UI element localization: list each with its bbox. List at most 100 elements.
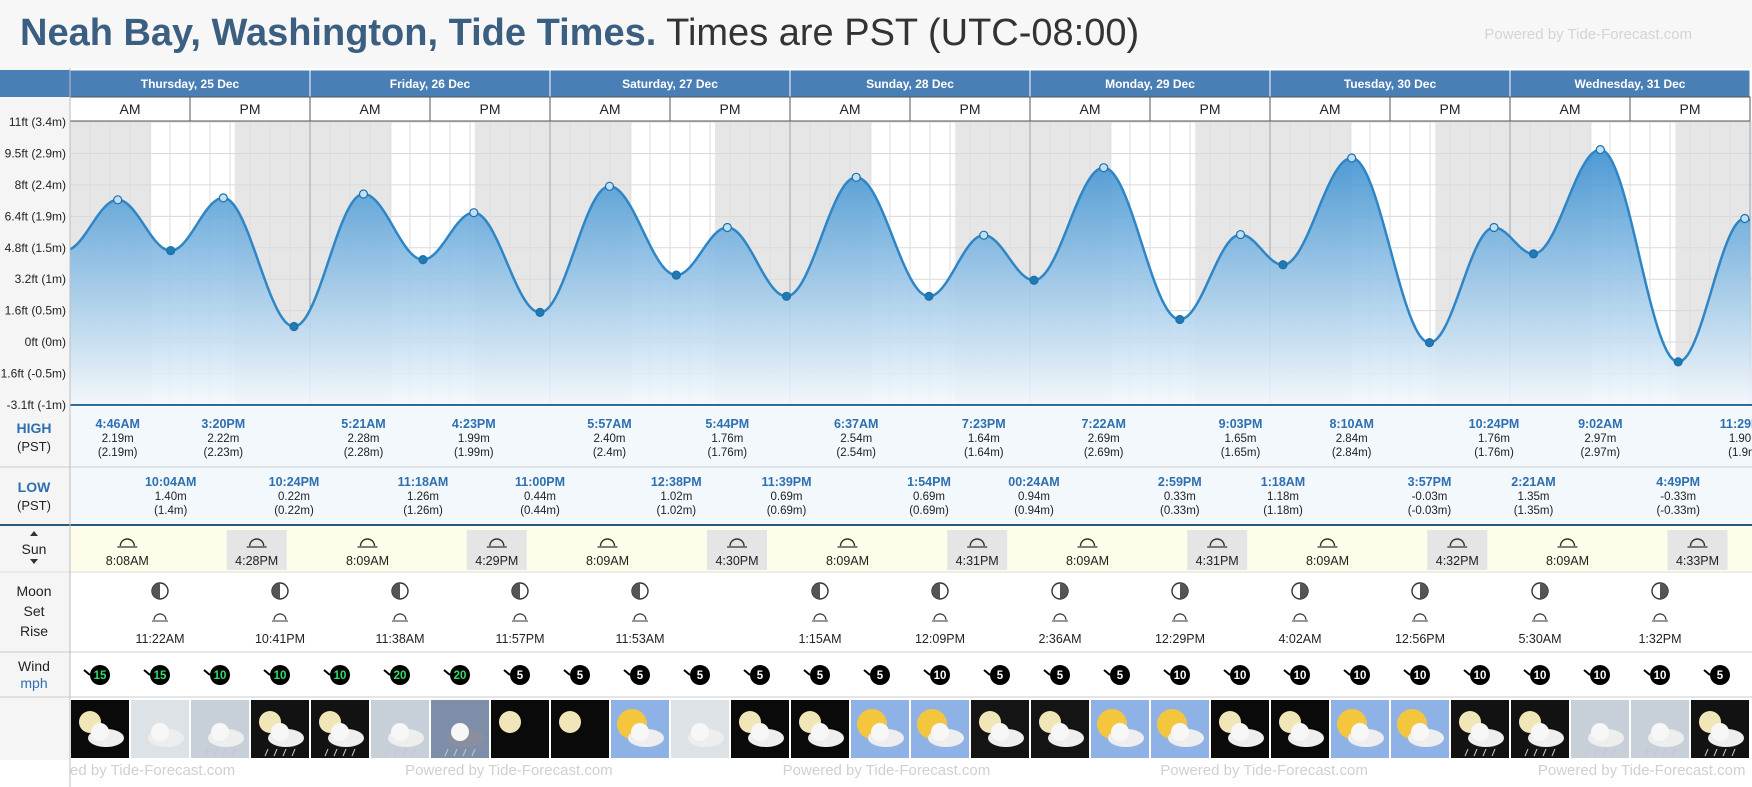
- cloud-puff: [1111, 723, 1129, 741]
- wind-badge: [1590, 665, 1610, 685]
- cloud-puff: [1651, 723, 1669, 741]
- tide-height-alt: (2.54m): [836, 447, 876, 459]
- wind-speed: 15: [154, 670, 167, 682]
- tide-time: 6:37AM: [834, 417, 878, 431]
- rain-drop: [324, 748, 329, 757]
- am-label: AM: [120, 101, 141, 117]
- tide-time: 4:46AM: [95, 417, 139, 431]
- rain-drop: [1671, 748, 1676, 757]
- wind-badge: [1530, 665, 1550, 685]
- rain-drop: [333, 748, 338, 757]
- sunrise-time: 8:09AM: [826, 554, 869, 568]
- wind-speed: 10: [1534, 670, 1547, 682]
- moon-rise-icon: [633, 613, 647, 621]
- moon-shade: [1420, 583, 1428, 599]
- sunset-icon: [1449, 538, 1465, 547]
- sunset-icon: [969, 538, 985, 547]
- wind-badge: [450, 665, 470, 685]
- tide-time: 5:21AM: [341, 417, 385, 431]
- tide-area: [70, 149, 1752, 405]
- am-label: AM: [360, 101, 381, 117]
- moon-rise-time: 11:53AM: [615, 632, 664, 646]
- am-label: AM: [1320, 101, 1341, 117]
- cloud-puff: [211, 723, 229, 741]
- moon-set-icon: [813, 613, 827, 621]
- am-label: AM: [1080, 101, 1101, 117]
- tide-height-alt: (1.4m): [154, 505, 187, 517]
- wind-arrow-icon: [1643, 669, 1651, 676]
- tide-height: 0.94m: [1018, 491, 1050, 503]
- wind-arrow-icon: [1583, 669, 1591, 676]
- day-label: Saturday, 27 Dec: [622, 77, 718, 91]
- day-label: Tuesday, 30 Dec: [1344, 77, 1437, 91]
- day-header: [789, 69, 1031, 98]
- cloud-puff: [1591, 723, 1609, 741]
- high-tide-point: [1235, 229, 1246, 240]
- wind-speed: 5: [1117, 670, 1124, 682]
- day-header: [1029, 69, 1271, 98]
- rain-drop: [1524, 748, 1529, 757]
- rain-drop: [402, 748, 407, 757]
- y-axis-column: [0, 68, 70, 760]
- rain-drop: [384, 748, 389, 757]
- wind-arrow-icon: [923, 669, 931, 676]
- day-header: [1509, 69, 1751, 98]
- rain-drop: [1611, 748, 1616, 757]
- moon-shade: [632, 583, 640, 599]
- rain-drop: [351, 748, 356, 757]
- y-tick-label: -3.1ft (-1m): [7, 398, 66, 412]
- high-tide-point: [1740, 213, 1750, 224]
- wind-arrow-icon: [1403, 669, 1411, 676]
- tide-height-alt: (0.44m): [520, 505, 560, 517]
- tide-height: 1.35m: [1518, 491, 1550, 503]
- high-tide-point: [358, 189, 369, 199]
- tide-height-alt: (1.26m): [403, 505, 443, 517]
- tide-height: 1.65m: [1225, 433, 1257, 445]
- tide-height: 0.22m: [278, 491, 310, 503]
- tide-time: 5:44PM: [705, 417, 749, 431]
- tide-height-alt: (2.84m): [1332, 447, 1372, 459]
- rain-drop: [1653, 748, 1658, 757]
- tide-time: 4:49PM: [1656, 475, 1700, 489]
- tide-height: 0.44m: [524, 491, 556, 503]
- wind-arrow-icon: [323, 669, 331, 676]
- moon-shade: [932, 583, 940, 599]
- high-row-label: HIGH: [17, 420, 52, 436]
- moon-rise-time: 12:09PM: [915, 632, 965, 646]
- tide-height: 0.69m: [771, 491, 803, 503]
- tide-time: 2:59PM: [1158, 475, 1202, 489]
- sun-up-arrow: [30, 531, 38, 536]
- tide-height-alt: (2.19m): [98, 447, 138, 459]
- rain-drop: [1473, 748, 1478, 757]
- wind-speed: 5: [1057, 670, 1064, 682]
- am-label: AM: [840, 101, 861, 117]
- wind-arrow-icon: [803, 669, 811, 676]
- cloud-puff: [1051, 723, 1069, 741]
- sunset-cell: [947, 530, 1008, 570]
- wind-arrow-icon: [203, 669, 211, 676]
- y-tick-label: 9.5ft (2.9m): [5, 146, 66, 160]
- tide-height: 1.40m: [155, 491, 187, 503]
- footer-watermark-text: ed by Tide-Forecast.com: [70, 762, 236, 779]
- tide-time: 1:18AM: [1261, 475, 1305, 489]
- cloud-puff: [1291, 723, 1309, 741]
- moon-shade: [1300, 583, 1308, 599]
- wind-arrow-icon: [503, 669, 511, 676]
- wind-arrow-icon: [683, 669, 691, 676]
- wind-arrow-icon: [1103, 669, 1111, 676]
- pm-label: PM: [720, 101, 741, 117]
- wind-speed: 20: [454, 670, 467, 682]
- pm-label: PM: [1440, 101, 1461, 117]
- rain-drop: [462, 748, 467, 757]
- wind-badge: [810, 665, 830, 685]
- tide-time: 3:20PM: [201, 417, 245, 431]
- wind-arrow-icon: [563, 669, 571, 676]
- wind-speed: 15: [94, 670, 107, 682]
- tide-time: 12:38PM: [651, 475, 702, 489]
- tide-height: 2.97m: [1584, 433, 1616, 445]
- moon-set-time: 10:41PM: [255, 632, 305, 646]
- wind-badge: [1650, 665, 1670, 685]
- cloud-puff: [1531, 723, 1549, 741]
- wind-arrow-icon: [743, 669, 751, 676]
- tide-time: 00:24AM: [1008, 475, 1059, 489]
